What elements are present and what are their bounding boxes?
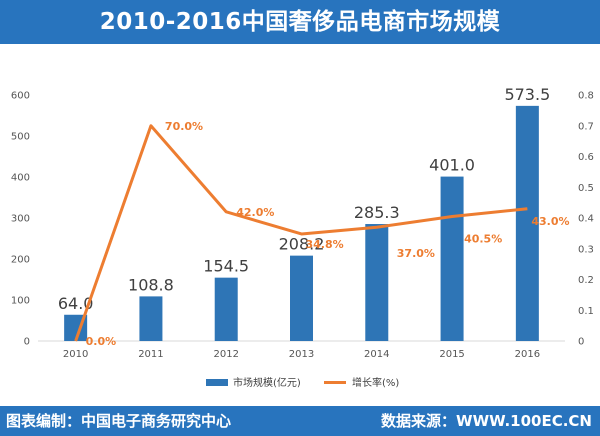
y-right-tick-label: 0.7 [578, 121, 594, 132]
x-tick-label: 2014 [364, 349, 389, 360]
y-right-tick-label: 0 [578, 337, 584, 348]
combo-chart: 0 100 200 300 400 500 600 0 0.1 0.2 0.3 0.4 0.5 0.6 0.… [11, 85, 594, 389]
x-tick-label: 2010 [63, 349, 88, 360]
footer-compiler-text: 图表编制：中国电子商务研究中心 [6, 412, 232, 430]
growth-rate-line [74, 124, 528, 342]
y-right-tick-label: 0.1 [578, 306, 594, 317]
line-data-label: 0.0% [86, 335, 117, 348]
x-tick-label: 2016 [515, 349, 540, 360]
y-right-tick-label: 0.2 [578, 275, 594, 286]
line-data-label: 43.0% [531, 215, 569, 228]
footer-source-text: 数据来源：WWW.100EC.CN [381, 412, 592, 430]
bar-market-size [440, 176, 464, 341]
y-right-tick-label: 0.4 [578, 214, 594, 225]
bar-market-size [290, 255, 313, 341]
y-right-tick-label: 0.3 [578, 244, 594, 255]
footer-bar: 图表编制：中国电子商务研究中心 数据来源：WWW.100EC.CN [0, 406, 600, 436]
x-tick-label: 2015 [439, 349, 464, 360]
y-right-tick-label: 0.8 [578, 91, 594, 102]
y-left-tick-label: 0 [24, 337, 30, 348]
y-left-tick-label: 500 [11, 132, 30, 143]
line-data-label: 37.0% [397, 247, 435, 260]
legend-line-label: 增长率(%) [352, 376, 399, 389]
line-data-label: 42.0% [236, 206, 274, 219]
chart-title: 2010-2016中国奢侈品电商市场规模 [99, 9, 501, 35]
bar-data-label: 108.8 [128, 275, 174, 294]
y-left-tick-label: 200 [11, 255, 30, 266]
bar-data-label: 285.3 [354, 203, 400, 222]
bar-market-size [365, 224, 389, 341]
y-right-tick-label: 0.6 [578, 152, 594, 163]
title-bar: 2010-2016中国奢侈品电商市场规模 [0, 0, 600, 44]
y-left-tick-label: 400 [11, 173, 30, 184]
line-data-label: 34.8% [306, 238, 344, 251]
line-data-label: 70.0% [165, 120, 203, 133]
bar-market-size [214, 277, 238, 341]
y-left-tick-label: 600 [11, 91, 30, 102]
x-tick-label: 2012 [213, 349, 238, 360]
x-tick-label: 2013 [289, 349, 314, 360]
bar-data-label: 64.0 [58, 294, 94, 313]
bar-market-size [515, 105, 539, 341]
bar-market-size [139, 296, 163, 341]
y-left-tick-label: 300 [11, 214, 30, 225]
y-right-tick-label: 0.5 [578, 183, 594, 194]
bar-data-label: 208.2 [279, 235, 325, 254]
legend-bar-label: 市场规模(亿元) [233, 376, 301, 389]
y-left-tick-label: 100 [11, 296, 30, 307]
bar-data-label: 573.5 [504, 85, 550, 104]
bar-data-label: 154.5 [203, 257, 249, 276]
bar-data-label: 401.0 [429, 156, 475, 175]
legend-bar-swatch [206, 379, 228, 386]
line-data-label: 40.5% [464, 232, 502, 245]
x-tick-label: 2011 [138, 349, 163, 360]
